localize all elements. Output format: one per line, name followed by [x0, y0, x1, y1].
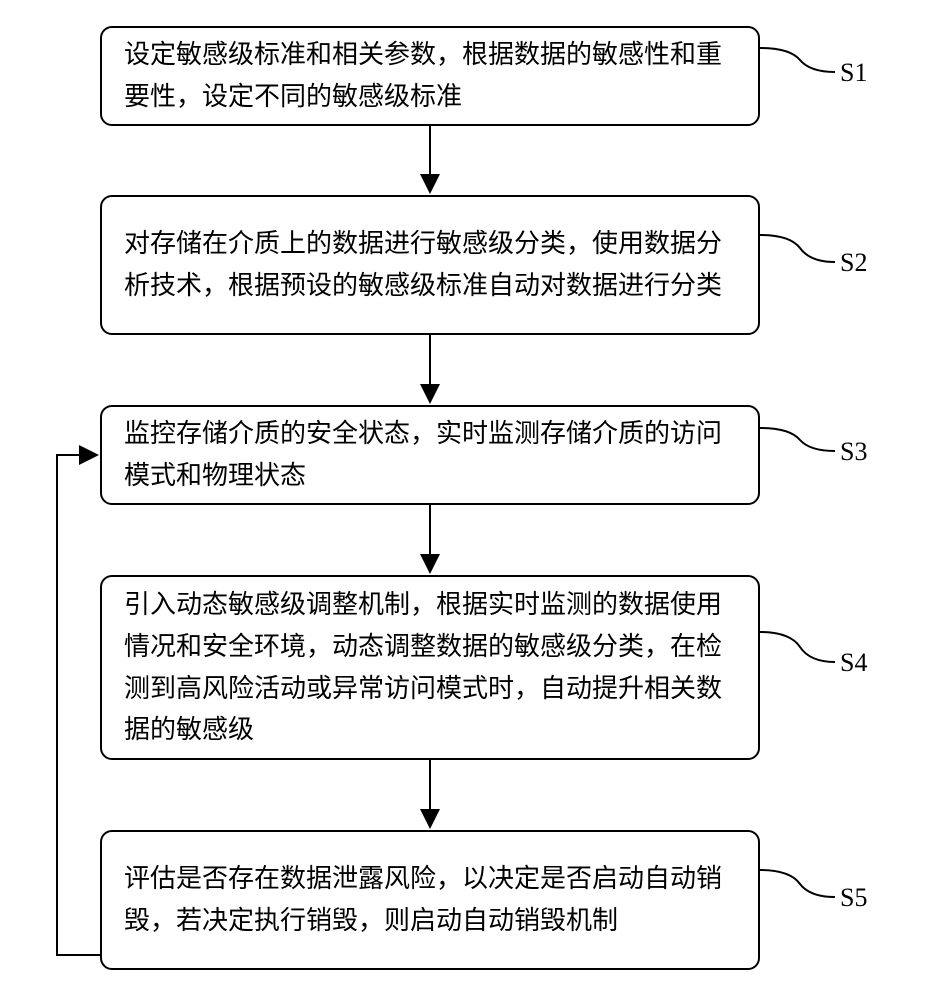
flow-step-s2: 对存储在介质上的数据进行敏感级分类，使用数据分析技术，根据预设的敏感级标准自动对… [100, 195, 760, 335]
step-label-s5: S5 [840, 883, 867, 913]
step-label-s2: S2 [840, 248, 867, 278]
flow-step-text: 设定敏感级标准和相关参数，根据数据的敏感性和重要性，设定不同的敏感级标准 [124, 34, 736, 117]
flow-step-text: 评估是否存在数据泄露风险，以决定是否启动自动销毁，若决定执行销毁，则启动自动销毁… [124, 858, 736, 941]
flow-step-s5: 评估是否存在数据泄露风险，以决定是否启动自动销毁，若决定执行销毁，则启动自动销毁… [100, 830, 760, 970]
flow-step-text: 对存储在介质上的数据进行敏感级分类，使用数据分析技术，根据预设的敏感级标准自动对… [124, 223, 736, 306]
step-label-s4: S4 [840, 648, 867, 678]
leader-s1 [760, 48, 835, 72]
flow-step-text: 引入动态敏感级调整机制，根据实时监测的数据使用情况和安全环境，动态调整数据的敏感… [124, 584, 736, 750]
flow-step-text: 监控存储介质的安全状态，实时监测存储介质的访问模式和物理状态 [124, 413, 736, 496]
leader-s2 [760, 235, 835, 262]
flowchart-container: 设定敏感级标准和相关参数，根据数据的敏感性和重要性，设定不同的敏感级标准 对存储… [0, 0, 939, 1000]
leader-s5 [760, 870, 835, 897]
flow-step-s3: 监控存储介质的安全状态，实时监测存储介质的访问模式和物理状态 [100, 405, 760, 505]
leader-s4 [760, 632, 835, 662]
leader-s3 [760, 428, 835, 451]
flow-step-s1: 设定敏感级标准和相关参数，根据数据的敏感性和重要性，设定不同的敏感级标准 [100, 26, 760, 126]
step-label-s1: S1 [840, 58, 867, 88]
flow-step-s4: 引入动态敏感级调整机制，根据实时监测的数据使用情况和安全环境，动态调整数据的敏感… [100, 575, 760, 760]
feedback-arrow-s5-s3 [57, 455, 100, 955]
step-label-s3: S3 [840, 437, 867, 467]
